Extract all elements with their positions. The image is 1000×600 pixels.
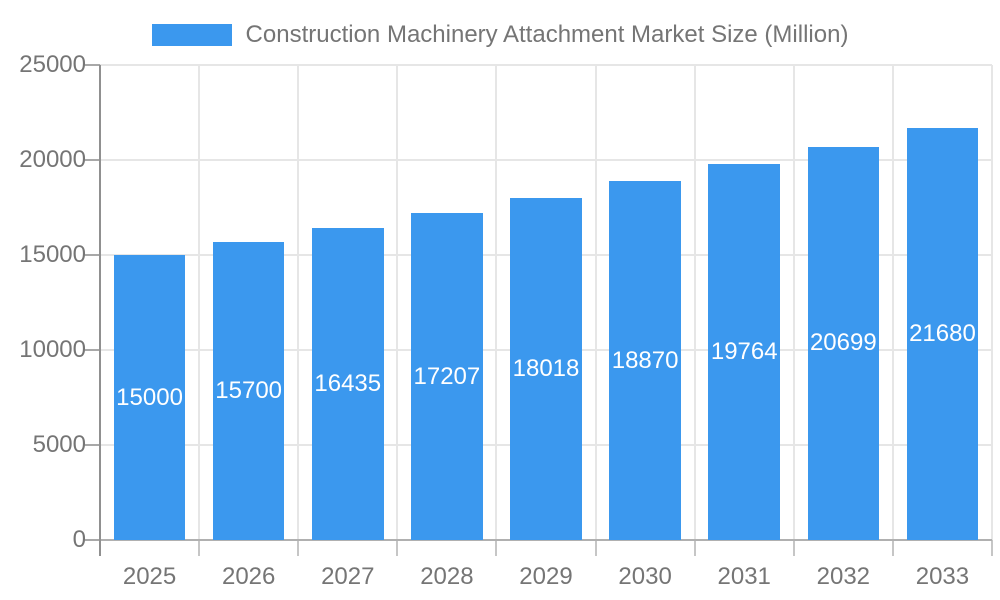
legend-label: Construction Machinery Attachment Market…	[245, 21, 849, 48]
v-gridline	[495, 65, 498, 540]
y-axis-tick-label: 10000	[19, 336, 86, 363]
y-axis-tick-label: 25000	[19, 51, 86, 78]
y-tick	[85, 64, 100, 66]
x-axis-tick-label: 2030	[618, 563, 672, 590]
h-gridline	[100, 64, 992, 66]
y-axis-tick-label: 15000	[19, 241, 86, 268]
x-tick	[792, 540, 795, 556]
bar-value-label: 21680	[909, 320, 976, 348]
bar-2027[interactable]	[312, 227, 384, 540]
bar-2032[interactable]	[807, 146, 880, 540]
v-gridline	[594, 65, 597, 540]
bar-2025[interactable]	[113, 255, 186, 540]
y-tick	[85, 444, 100, 446]
x-tick	[991, 540, 993, 556]
v-gridline	[693, 65, 696, 540]
x-tick	[396, 540, 399, 556]
h-gridline	[100, 159, 992, 161]
v-gridline	[198, 65, 201, 540]
plot-area: 0 5000 10000 15000 20000 25000 15000 2025 15700 2…	[19, 51, 993, 590]
v-gridline	[297, 65, 300, 540]
y-axis-tick-label: 0	[72, 526, 86, 553]
y-tick	[85, 159, 100, 161]
x-tick	[198, 540, 201, 556]
y-tick	[85, 254, 100, 256]
x-axis-tick-label: 2031	[717, 563, 771, 590]
x-axis-tick-label: 2028	[420, 563, 474, 590]
bar-value-label: 20699	[809, 329, 877, 357]
x-tick	[594, 540, 597, 556]
v-gridline	[891, 65, 894, 540]
bar-2026[interactable]	[212, 241, 285, 540]
bar-2030[interactable]	[609, 181, 681, 540]
bar-value-label: 18870	[611, 346, 679, 374]
y-axis-tick-label: 5000	[32, 431, 86, 458]
x-tick	[297, 540, 300, 556]
legend-swatch	[151, 24, 232, 46]
x-axis-tick-label: 2026	[221, 563, 276, 590]
bar-2028[interactable]	[411, 213, 483, 540]
bar-value-label: 16435	[314, 369, 382, 397]
x-axis-tick-label: 2025	[122, 563, 177, 590]
bar-value-label: 15700	[215, 376, 283, 404]
y-tick	[85, 349, 100, 351]
y-axis-line	[99, 65, 101, 556]
x-axis-tick-label: 2029	[519, 563, 573, 590]
bar-value-label: 19764	[710, 338, 778, 366]
y-tick	[85, 539, 100, 541]
bar-value-label: 15000	[116, 383, 183, 411]
bar-2031[interactable]	[708, 164, 780, 540]
x-tick	[495, 540, 498, 556]
x-tick	[891, 540, 894, 556]
x-axis-tick-label: 2033	[915, 563, 970, 590]
legend[interactable]: Construction Machinery Attachment Market…	[0, 21, 1000, 49]
x-axis-line	[100, 539, 992, 541]
bar-value-label: 18018	[512, 354, 580, 382]
bar-2029[interactable]	[510, 197, 582, 540]
x-axis-tick-label: 2027	[321, 563, 375, 590]
v-gridline	[396, 65, 399, 540]
x-tick	[693, 540, 696, 556]
y-axis-tick-label: 20000	[19, 146, 86, 173]
v-gridline	[792, 65, 795, 540]
x-axis-tick-label: 2032	[816, 563, 871, 590]
bar-value-label: 17207	[413, 362, 481, 390]
bar-2033[interactable]	[906, 128, 979, 540]
v-gridline	[991, 65, 993, 540]
